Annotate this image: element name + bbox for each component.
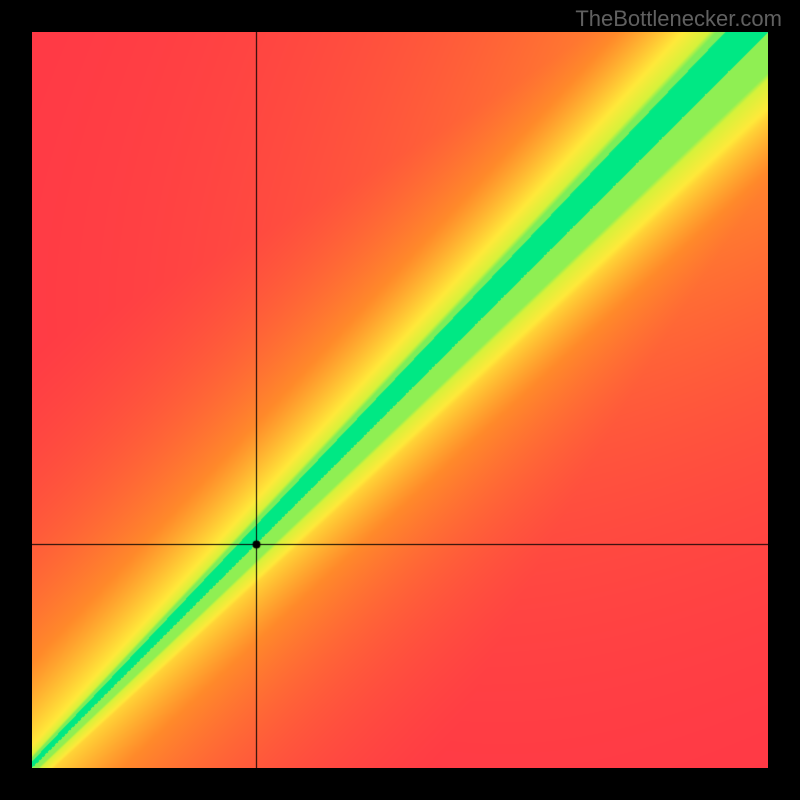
bottleneck-heatmap	[32, 32, 768, 768]
chart-container: TheBottlenecker.com	[0, 0, 800, 800]
watermark-text: TheBottlenecker.com	[575, 6, 782, 32]
